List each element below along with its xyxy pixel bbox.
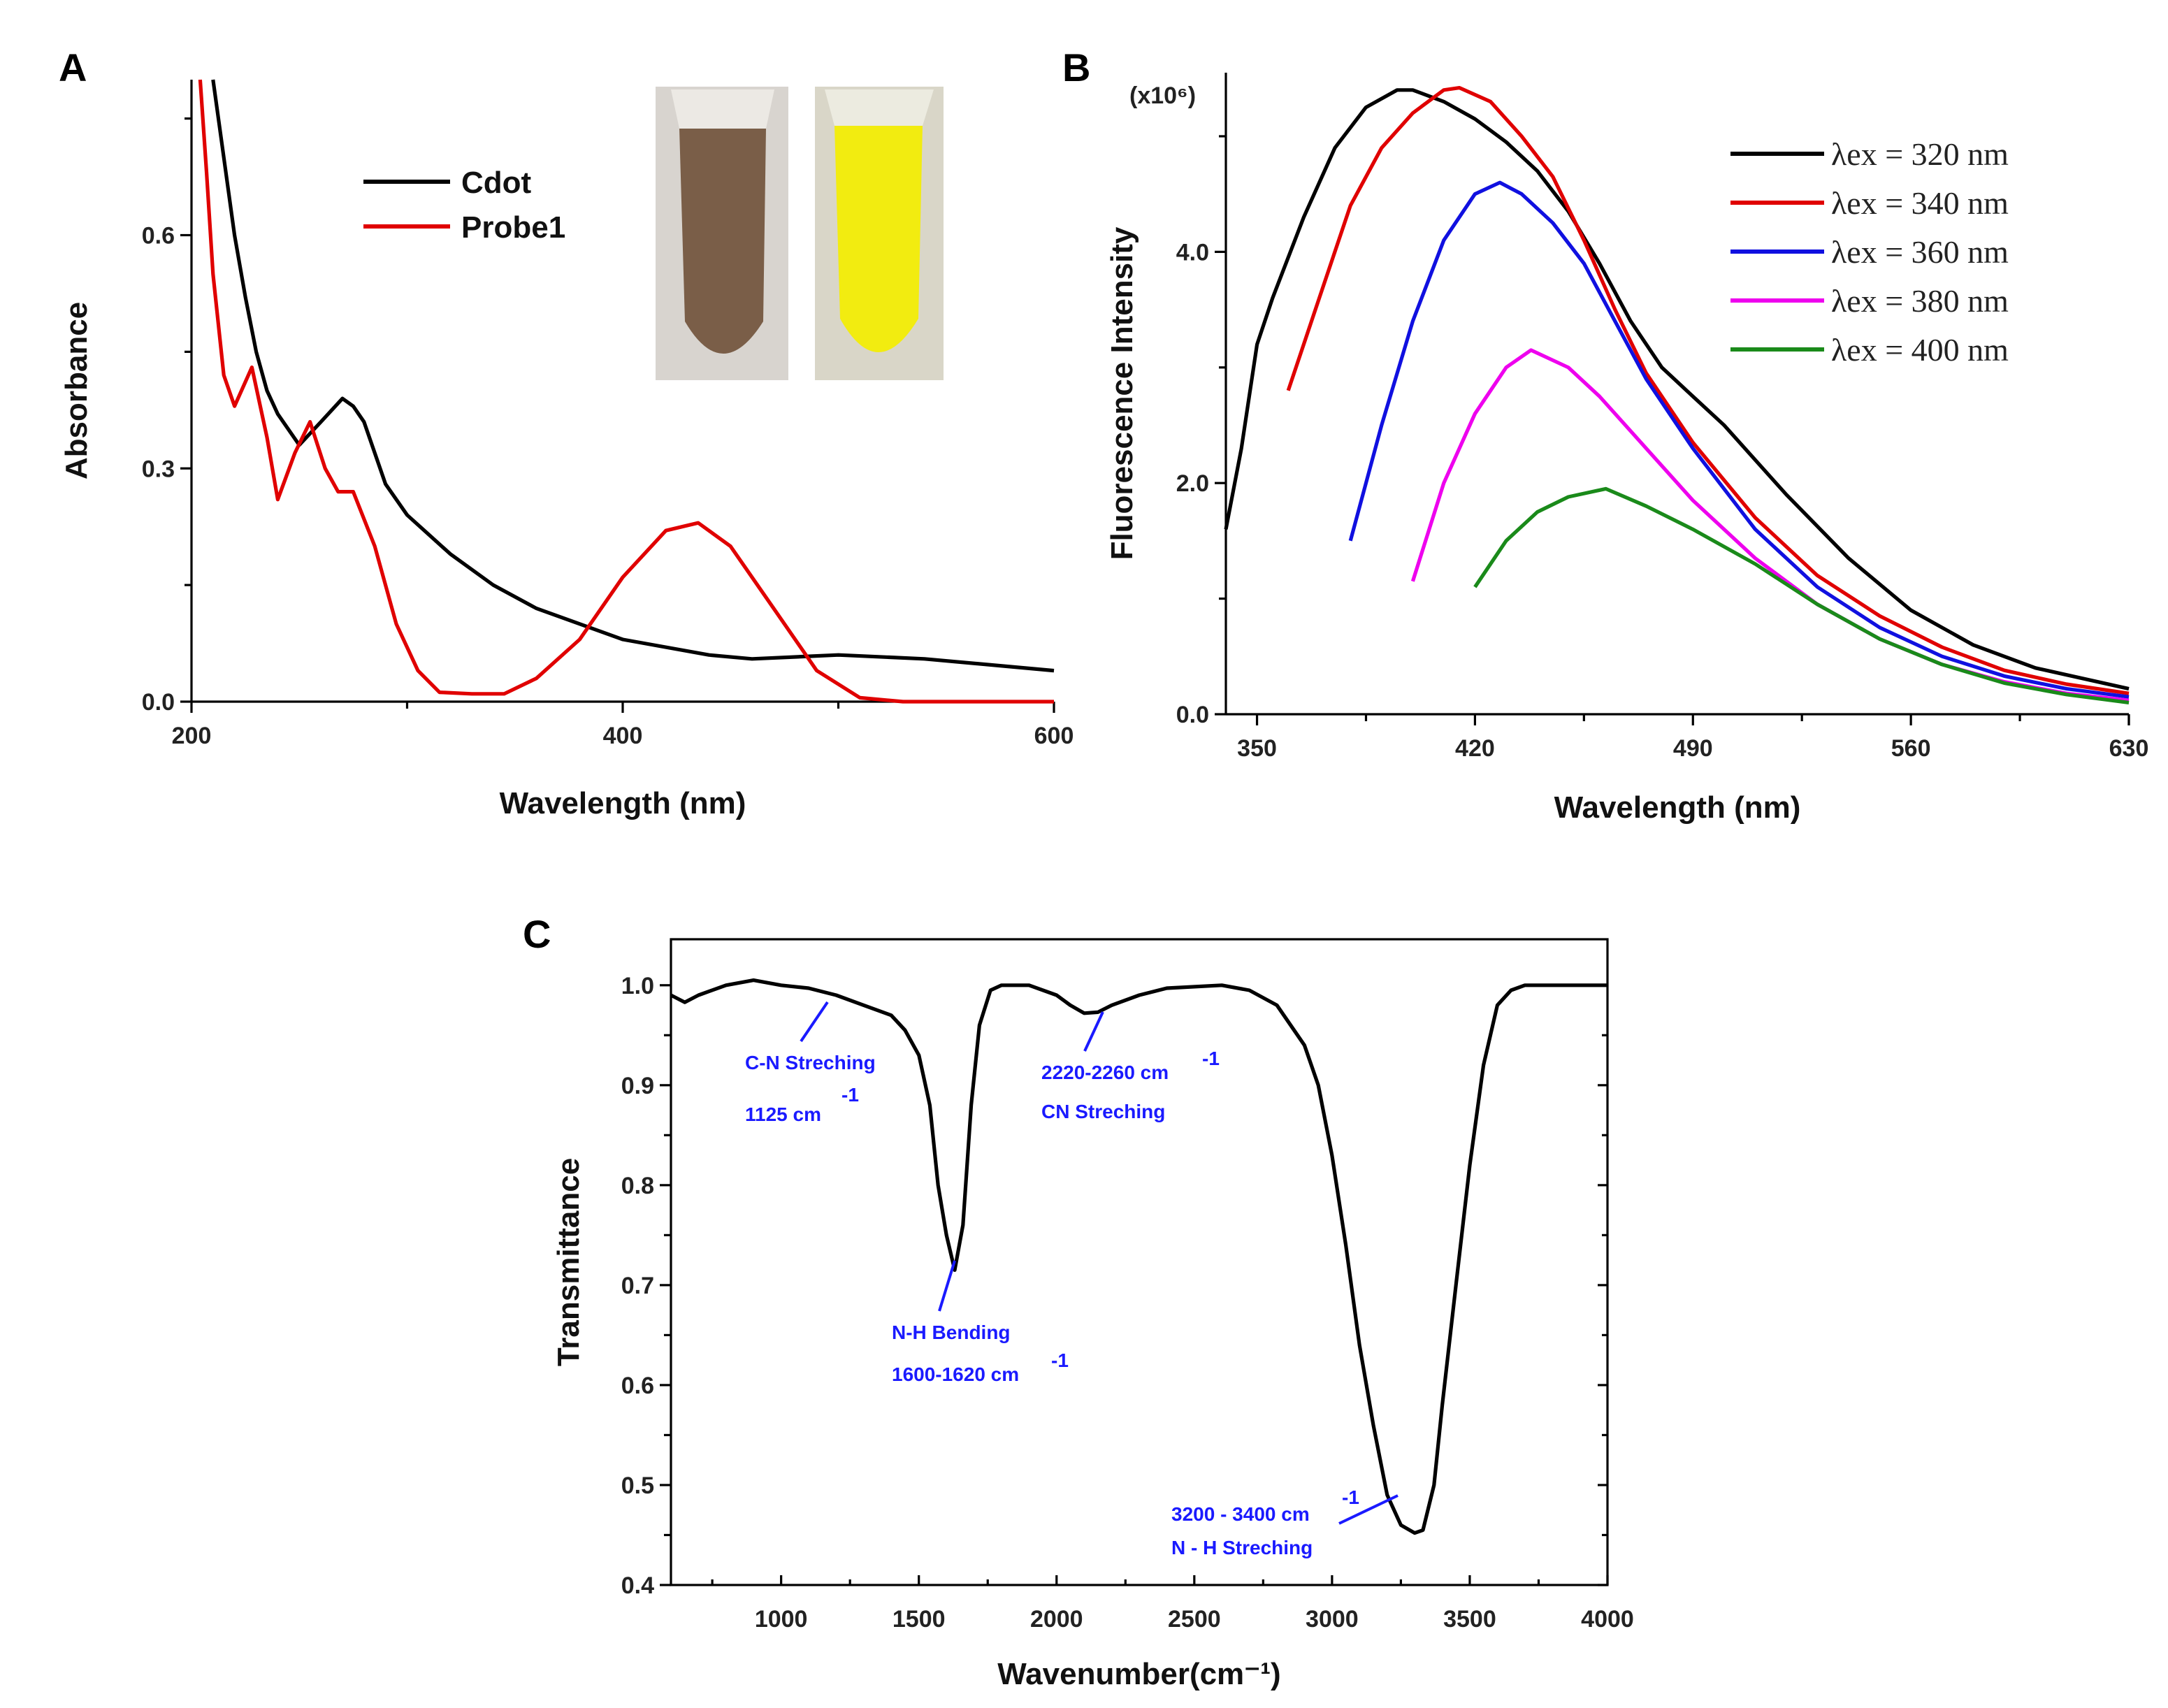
x-tick-label: 560 (1891, 735, 1931, 762)
panel-label-c: C (523, 912, 551, 956)
legend-label: λex = 360 nm (1831, 234, 2009, 270)
annotation-text: N-H Bending (892, 1322, 1011, 1343)
yellow-solution (834, 126, 923, 352)
x-tick-label: 630 (2109, 735, 2149, 762)
y-tick-label: 0.3 (142, 456, 175, 482)
x-tick-label: 490 (1673, 735, 1713, 762)
series-line--ex-400-nm (1473, 486, 2130, 704)
series-line--ex-380-nm (1410, 348, 2130, 702)
annotation-sup: -1 (1202, 1048, 1220, 1069)
annotation-text: 3200 - 3400 cm (1171, 1503, 1310, 1525)
y-tick-label: 4.0 (1176, 239, 1209, 266)
annotation-text: CN Streching (1041, 1101, 1165, 1122)
panel-b-chart: 350 420 490 560 630 0.0 2.0 4.0 Wavelength (nm) F… (1105, 73, 2148, 825)
x-tick-label: 350 (1237, 735, 1277, 762)
panel-c-chart: 1000 1500 2000 2500 3000 3500 4000 0.4 0.5 0.6 0.7… (551, 938, 1634, 1691)
series-line-probe1 (198, 79, 1054, 704)
annotation-text: N - H Streching (1171, 1537, 1313, 1558)
y-tick-label: 0.4 (621, 1572, 654, 1599)
x-axis-label: Wavelength (nm) (1554, 790, 1801, 825)
x-tick-label: 3500 (1443, 1606, 1496, 1633)
y-tick-label: 0.9 (621, 1073, 654, 1099)
series-line--ex-320-nm (1224, 88, 2130, 691)
brown-solution (679, 129, 766, 354)
annotation-text: C-N Streching (745, 1052, 876, 1073)
y-tick-label: 0.0 (1176, 702, 1209, 728)
x-tick-label: 200 (172, 723, 212, 749)
y-axis-label: Transmittance (551, 1158, 586, 1366)
legend-label: Cdot (461, 166, 532, 200)
annotation-nh-bend: N-H Bending 1600-1620 cm -1 (892, 1260, 1069, 1385)
y-axis-label: Absorbance (59, 302, 94, 479)
annotations: C-N Streching 1125 cm -1 2220-2260 cm -1… (745, 1001, 1399, 1558)
y-tick-label: 0.0 (142, 689, 175, 716)
y-axis-label: Fluorescence Intensity (1105, 226, 1139, 560)
series-line-cdot (211, 79, 1055, 673)
annotation-text: 2220-2260 cm (1041, 1062, 1169, 1083)
panel-label-a: A (59, 45, 87, 89)
annotation-text: 1125 cm (745, 1103, 821, 1125)
annotation-cn-stretch: C-N Streching 1125 cm -1 (745, 1001, 876, 1125)
y-tick-label: 2.0 (1176, 470, 1209, 497)
annotation-sup: -1 (1051, 1349, 1069, 1371)
annotation-text: 1600-1620 cm (892, 1363, 1019, 1385)
x-tick-label: 4000 (1581, 1606, 1634, 1633)
annotation-sup: -1 (1342, 1486, 1359, 1508)
x-tick-label: 600 (1034, 723, 1074, 749)
y-tick-label: 0.7 (621, 1273, 654, 1299)
y-tick-label: 0.5 (621, 1472, 654, 1499)
legend-label: Probe1 (461, 210, 565, 245)
plot-frame (670, 938, 1609, 1586)
x-tick-label: 400 (603, 723, 643, 749)
y-tick-label: 0.6 (142, 223, 175, 249)
series-line--ex-340-nm (1286, 86, 2130, 695)
legend-label: λex = 320 nm (1831, 136, 2009, 172)
y-tick-label: 0.6 (621, 1373, 654, 1399)
vial-cap (671, 89, 774, 129)
x-tick-label: 2500 (1168, 1606, 1221, 1633)
y-tick-label: 0.8 (621, 1173, 654, 1199)
x-tick-label: 1000 (755, 1606, 808, 1633)
x-tick-label: 1500 (893, 1606, 946, 1633)
y-unit-label: (x10⁶) (1129, 82, 1196, 109)
vial-photos (656, 87, 944, 380)
vial-cap (825, 89, 934, 126)
panel-label-b: B (1062, 45, 1090, 89)
x-tick-label: 3000 (1306, 1606, 1359, 1633)
y-tick-label: 1.0 (621, 973, 654, 999)
x-tick-label: 2000 (1030, 1606, 1083, 1633)
annotation-nh-stretch: 3200 - 3400 cm -1 N - H Streching (1171, 1486, 1399, 1558)
panel-a-chart: 200 400 600 0.0 0.3 0.6 Wavelength (nm) Absorba… (59, 79, 1074, 820)
legend-label: λex = 340 nm (1831, 185, 2009, 221)
x-axis-label: Wavenumber(cm⁻¹) (997, 1657, 1280, 1691)
annotation-cn-triple: 2220-2260 cm -1 CN Streching (1041, 1011, 1220, 1122)
legend-label: λex = 400 nm (1831, 332, 2009, 368)
series-line--ex-360-nm (1348, 180, 2130, 699)
x-tick-label: 420 (1455, 735, 1495, 762)
legend-label: λex = 380 nm (1831, 283, 2009, 319)
x-axis-label: Wavelength (nm) (500, 786, 746, 820)
annotation-sup: -1 (841, 1084, 859, 1106)
series-line-ftir (670, 978, 1607, 1535)
